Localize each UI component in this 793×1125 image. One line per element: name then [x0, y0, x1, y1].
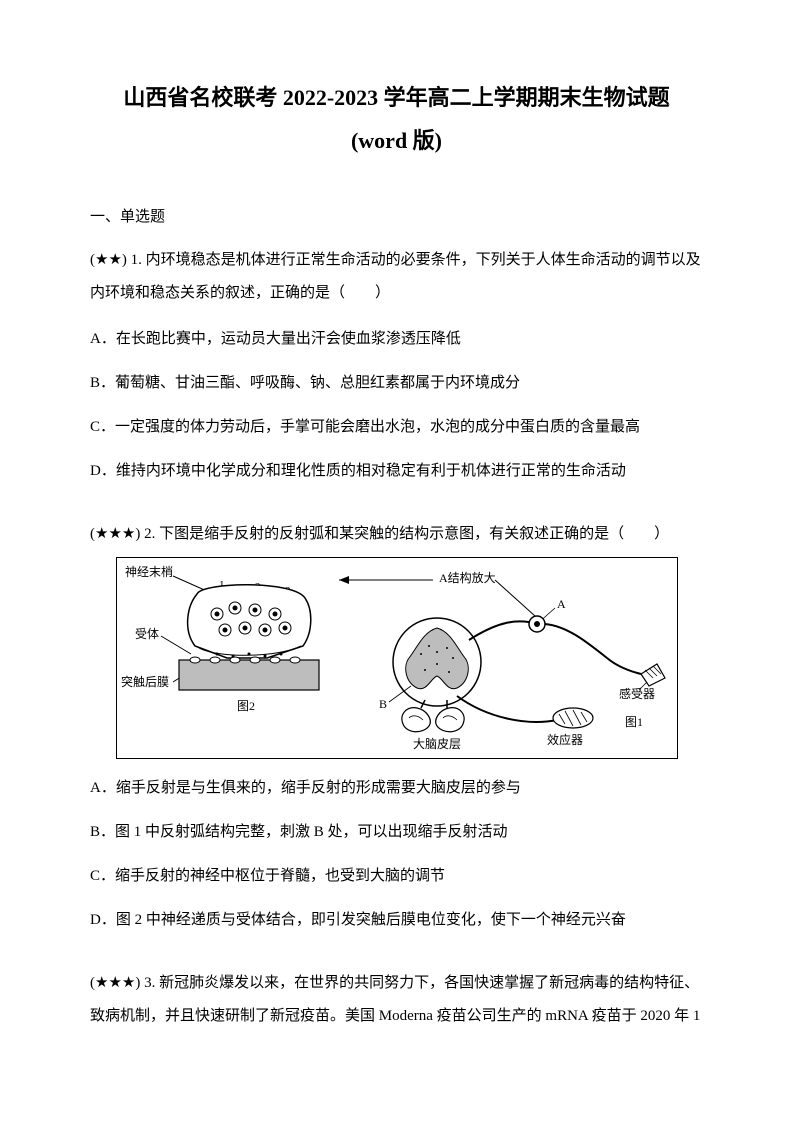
q3-text: 新冠肺炎爆发以来，在世界的共同努力下，各国快速掌握了新冠病毒的结构特征、致病机制…: [90, 975, 700, 1024]
q3-stars: (★★★): [90, 975, 140, 991]
question-1: (★★) 1. 内环境稳态是机体进行正常生命活动的必要条件，下列关于人体生命活动…: [90, 244, 703, 486]
q1-num: 1.: [131, 252, 142, 268]
question-3: (★★★) 3. 新冠肺炎爆发以来，在世界的共同努力下，各国快速掌握了新冠病毒的…: [90, 967, 703, 1033]
q1-option-a: A．在长跑比赛中，运动员大量出汗会使血浆渗透压降低: [90, 324, 703, 354]
q2-svg: 神经末梢 受体 突触后膜 1 2 3: [117, 558, 677, 758]
q1-option-b: B．葡萄糖、甘油三酯、呼吸酶、钠、总胆红素都属于内环境成分: [90, 368, 703, 398]
q2-option-b: B．图 1 中反射弧结构完整，刺激 B 处，可以出现缩手反射活动: [90, 817, 703, 847]
label-nerve-ending: 神经末梢: [125, 564, 173, 579]
exam-page: 山西省名校联考 2022-2023 学年高二上学期期末生物试题 (word 版)…: [0, 0, 793, 1125]
q1-stem: (★★) 1. 内环境稳态是机体进行正常生命活动的必要条件，下列关于人体生命活动…: [90, 244, 703, 310]
label-postsynaptic: 突触后膜: [121, 674, 169, 689]
page-title-line1: 山西省名校联考 2022-2023 学年高二上学期期末生物试题: [90, 80, 703, 115]
q2-option-d: D．图 2 中神经递质与受体结合，即引发突触后膜电位变化，使下一个神经元兴奋: [90, 905, 703, 935]
label-cortex: 大脑皮层: [413, 737, 461, 751]
label-fig1: 图1: [625, 715, 643, 729]
q1-option-c: C．一定强度的体力劳动后，手掌可能会磨出水泡，水泡的成分中蛋白质的含量最高: [90, 412, 703, 442]
label-B: B: [379, 697, 387, 711]
page-title-line2: (word 版): [90, 123, 703, 155]
q2-option-a: A．缩手反射是与生俱来的，缩手反射的形成需要大脑皮层的参与: [90, 773, 703, 803]
label-effector: 效应器: [547, 732, 583, 747]
q3-stem: (★★★) 3. 新冠肺炎爆发以来，在世界的共同努力下，各国快速掌握了新冠病毒的…: [90, 967, 703, 1033]
question-2: (★★★) 2. 下图是缩手反射的反射弧和某突触的结构示意图，有关叙述正确的是（…: [90, 518, 703, 935]
q3-num: 3.: [144, 975, 155, 991]
q2-num: 2.: [144, 526, 155, 542]
label-A: A: [557, 597, 566, 611]
label-receptor-text: 受体: [135, 627, 159, 641]
label-sensor: 感受器: [619, 686, 655, 701]
section-heading: 一、单选题: [90, 205, 703, 226]
q2-option-c: C．缩手反射的神经中枢位于脊髓，也受到大脑的调节: [90, 861, 703, 891]
q2-figure: 神经末梢 受体 突触后膜 1 2 3: [116, 557, 678, 759]
label-fig2: 图2: [237, 699, 255, 713]
label-a-enlarged: A结构放大: [439, 570, 496, 585]
q1-option-d: D．维持内环境中化学成分和理化性质的相对稳定有利于机体进行正常的生命活动: [90, 456, 703, 486]
q2-text: 下图是缩手反射的反射弧和某突触的结构示意图，有关叙述正确的是（ ）: [159, 526, 669, 542]
q1-text: 内环境稳态是机体进行正常生命活动的必要条件，下列关于人体生命活动的调节以及内环境…: [90, 252, 701, 301]
q2-stem: (★★★) 2. 下图是缩手反射的反射弧和某突触的结构示意图，有关叙述正确的是（…: [90, 518, 703, 551]
q1-stars: (★★): [90, 252, 127, 268]
q2-stars: (★★★): [90, 526, 140, 542]
